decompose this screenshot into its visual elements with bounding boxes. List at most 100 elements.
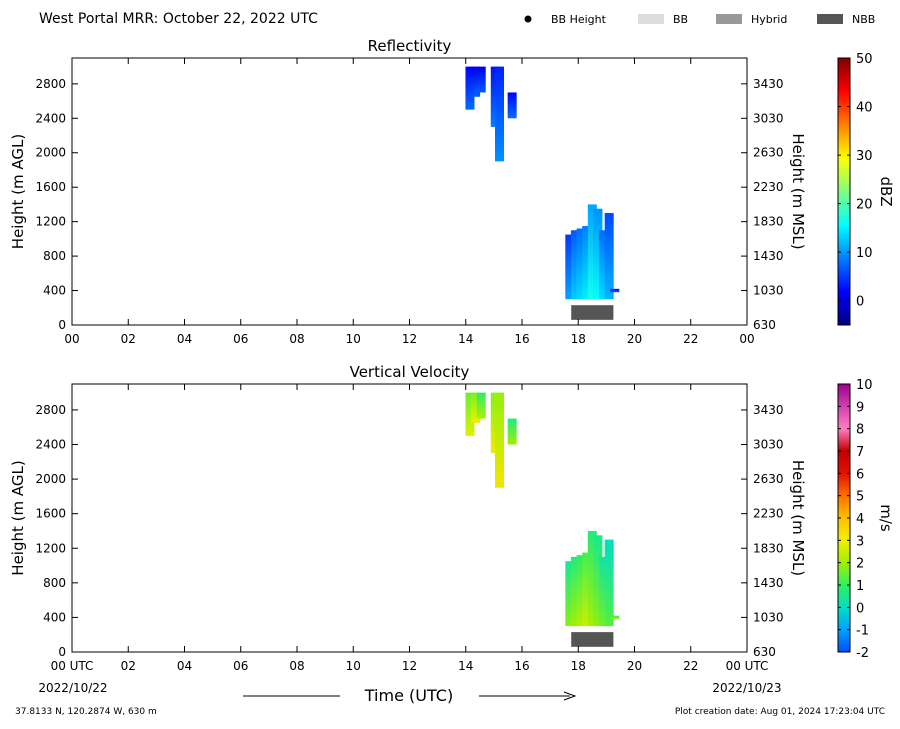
plot-frame — [71, 383, 748, 653]
y-axis-label-right: Height (m MSL) — [789, 460, 807, 576]
x-tick-label: 22 — [683, 659, 698, 673]
x-tick-label: 00 UTC — [726, 659, 769, 673]
legend-swatch-nbb — [817, 14, 843, 24]
x-tick-label: 20 — [627, 659, 642, 673]
x-tick-label: 18 — [571, 332, 586, 346]
y-tick-label: 2400 — [35, 438, 66, 452]
x-tick-label: 08 — [289, 659, 304, 673]
x-tick-label: 18 — [571, 659, 586, 673]
plot-creation-date: Plot creation date: Aug 01, 2024 17:23:0… — [675, 707, 885, 717]
echo-column — [610, 288, 620, 293]
colorbar-tick-label: 7 — [856, 445, 864, 460]
legend-label-3: NBB — [852, 13, 875, 26]
start-date: 2022/10/22 — [38, 681, 107, 695]
echo-column — [599, 556, 609, 627]
y-tick-label-right: 2230 — [753, 180, 784, 194]
y-tick-label: 1200 — [35, 541, 66, 555]
y-tick-label-right: 3430 — [753, 77, 784, 91]
x-tick-label: 16 — [514, 659, 529, 673]
y-tick-label-right: 1430 — [753, 576, 784, 590]
echo-column — [565, 561, 575, 627]
x-tick-label: 10 — [346, 659, 361, 673]
y-tick-label-right: 3030 — [753, 111, 784, 125]
x-tick-label: 06 — [233, 332, 248, 346]
legend-swatch-bb — [638, 14, 664, 24]
x-tick-label: 02 — [121, 659, 136, 673]
y-tick-label: 2800 — [35, 403, 66, 417]
colorbar-tick-label: 0 — [856, 601, 864, 616]
x-tick-label: 00 — [739, 332, 754, 346]
x-tick-label: 14 — [458, 332, 473, 346]
colorbar-tick-label: 5 — [856, 490, 864, 505]
legend-label-1: BB — [673, 13, 688, 26]
colorbar — [837, 57, 851, 326]
y-tick-label: 2000 — [35, 146, 66, 160]
x-tick-label: 14 — [458, 659, 473, 673]
echo-column — [576, 228, 586, 300]
bb-height-dot-icon — [524, 15, 532, 23]
echo-column — [507, 92, 517, 119]
echo-column — [570, 556, 580, 627]
x-tick-label: 00 — [64, 332, 79, 346]
y-tick-label: 0 — [58, 645, 66, 659]
nbb-marker — [571, 305, 614, 320]
colorbar-tick-label: 50 — [856, 52, 873, 67]
colorbar-label: m/s — [877, 504, 895, 532]
colorbar-tick-label: 10 — [856, 246, 873, 261]
echo-column — [593, 535, 603, 627]
bright-band-legend: BB Height BB Hybrid NBB — [524, 13, 875, 26]
y-tick-label: 1200 — [35, 215, 66, 229]
y-tick-label: 2000 — [35, 472, 66, 486]
colorbar-tick-label: 2 — [856, 557, 864, 572]
x-tick-label: 16 — [514, 332, 529, 346]
time-axis-label: Time (UTC) — [364, 686, 453, 705]
colorbar-tick-label: 1 — [856, 579, 864, 594]
y-tick-label: 800 — [43, 249, 66, 263]
x-tick-label: 04 — [177, 659, 192, 673]
echo-column — [495, 392, 504, 488]
echo-column — [471, 392, 481, 423]
x-tick-label: 12 — [402, 659, 417, 673]
echo-column — [465, 392, 475, 436]
colorbar-tick-label: -2 — [856, 646, 869, 661]
y-tick-label: 0 — [58, 318, 66, 332]
echo-column — [476, 392, 486, 419]
colorbar-tick-label: 4 — [856, 512, 864, 527]
y-axis-label: Height (m AGL) — [9, 460, 27, 575]
echo-column — [465, 66, 475, 110]
x-tick-label: 12 — [402, 332, 417, 346]
end-date: 2022/10/23 — [712, 681, 781, 695]
y-axis-label-right: Height (m MSL) — [789, 133, 807, 249]
figure-title: West Portal MRR: October 22, 2022 UTC — [39, 11, 318, 27]
x-tick-label: 00 UTC — [51, 659, 94, 673]
x-tick-label: 22 — [683, 332, 698, 346]
echo-column — [582, 552, 592, 627]
colorbar-tick-label: 40 — [856, 101, 873, 116]
echo-column — [570, 230, 580, 300]
echo-column — [476, 66, 486, 93]
y-tick-label-right: 2630 — [753, 472, 784, 486]
colorbar-tick-label: 30 — [856, 149, 873, 164]
y-tick-label-right: 3030 — [753, 438, 784, 452]
colorbar-tick-label: 3 — [856, 534, 864, 549]
x-tick-label: 04 — [177, 332, 192, 346]
y-tick-label: 1600 — [35, 180, 66, 194]
colorbar-label: dBZ — [877, 176, 895, 206]
echo-column — [604, 213, 614, 300]
y-tick-label: 1600 — [35, 507, 66, 521]
colorbar-tick-label: -1 — [856, 624, 869, 639]
y-tick-label-right: 1430 — [753, 249, 784, 263]
y-tick-label-right: 2230 — [753, 507, 784, 521]
echo-column — [610, 615, 620, 620]
legend-swatch-hybrid — [716, 14, 742, 24]
echo-column — [471, 66, 481, 97]
plot-frame — [71, 57, 748, 326]
echo-column — [576, 555, 586, 627]
y-tick-label: 400 — [43, 610, 66, 624]
echo-column — [587, 204, 597, 300]
echo-column — [565, 234, 575, 300]
x-tick-label: 10 — [346, 332, 361, 346]
